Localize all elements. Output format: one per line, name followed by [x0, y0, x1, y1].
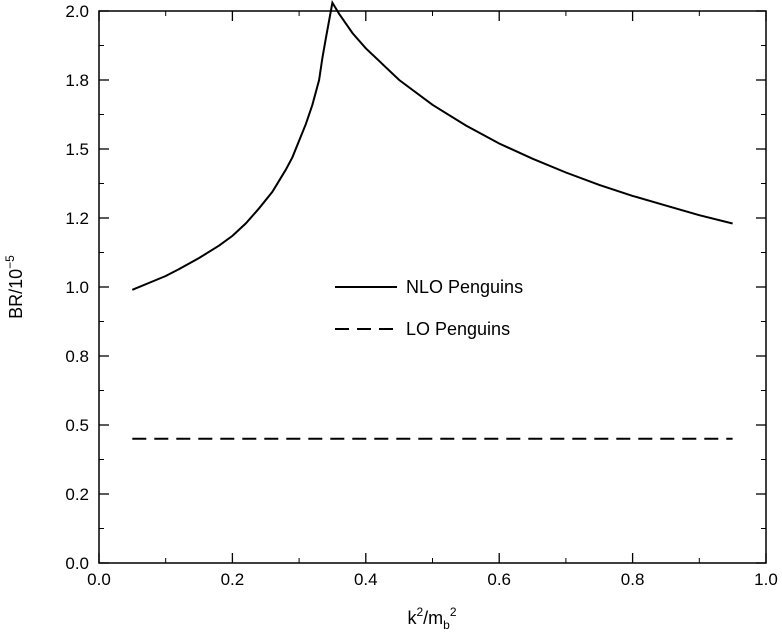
series-layer [131, 0, 733, 440]
y-tick-label: 1.5 [65, 140, 89, 159]
y-tick-label: 1.2 [65, 209, 89, 228]
x-tick-label: 0.2 [221, 570, 245, 589]
y-tick-label: 0.8 [65, 347, 89, 366]
tick-labels: 0.0 0.2 0.4 0.6 0.8 1.0 0.0 0.2 0.5 0.8 1.0 1.2 1.5 1… [65, 2, 777, 589]
y-tick-label: 1.0 [65, 278, 89, 297]
y-axis-title: BR/10−5 [3, 255, 26, 319]
x-tick-label: 0.8 [621, 570, 645, 589]
legend-label-lo: LO Penguins [406, 319, 510, 339]
y-tick-label: 2.0 [65, 2, 89, 21]
legend-label-nlo: NLO Penguins [406, 277, 523, 297]
x-tick-label: 0.6 [487, 570, 511, 589]
y-tick-label: 1.8 [65, 71, 89, 90]
x-tick-label: 0.0 [87, 570, 111, 589]
y-tick-label: 0.5 [65, 416, 89, 435]
legend: NLO Penguins LO Penguins [335, 277, 523, 339]
x-tick-label: 0.4 [354, 570, 378, 589]
series-line-nlo [131, 0, 733, 291]
y-tick-label: 0.2 [65, 485, 89, 504]
x-tick-label: 1.0 [754, 570, 778, 589]
ticks [98, 10, 767, 564]
y-tick-label: 0.0 [65, 554, 89, 573]
x-axis-title: k2/mb2 [407, 605, 456, 632]
